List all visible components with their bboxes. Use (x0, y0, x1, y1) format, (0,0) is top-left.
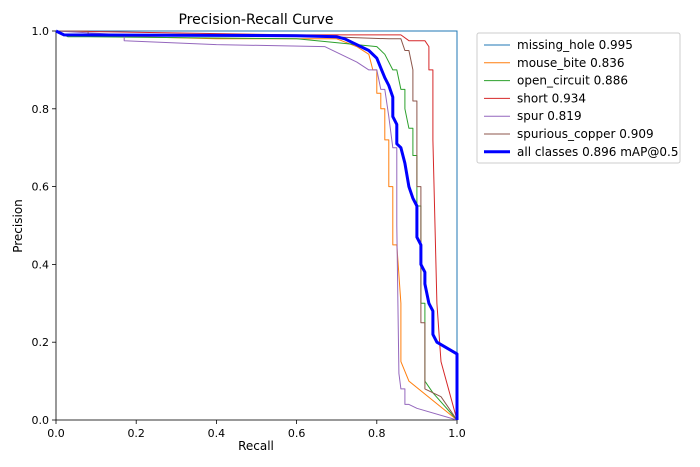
y-tick-label: 0.8 (32, 103, 50, 116)
series-group (55, 29, 459, 421)
legend-label: mouse_bite 0.836 (517, 56, 624, 70)
legend-label: short 0.934 (517, 91, 586, 105)
legend-label: missing_hole 0.995 (517, 38, 633, 52)
series-line-all (55, 29, 459, 420)
legend-label: spurious_copper 0.909 (517, 127, 654, 141)
x-tick-label: 0.2 (127, 427, 145, 440)
y-tick-label: 0.4 (32, 258, 50, 271)
y-tick-label: 1.0 (32, 25, 50, 38)
legend-label: open_circuit 0.886 (517, 74, 628, 88)
y-tick-label: 0.2 (32, 336, 50, 349)
legend-frame (476, 32, 681, 164)
legend: missing_hole 0.995 mouse_bite 0.836 open_c… (476, 32, 681, 164)
y-tick-label: 0.6 (32, 181, 50, 194)
y-tick-label: 0.0 (32, 414, 50, 427)
legend-items: missing_hole 0.995 mouse_bite 0.836 open_c… (484, 38, 678, 159)
x-axis: 0.0 0.2 0.4 0.6 0.8 1.0 (47, 420, 466, 440)
plot-area (55, 29, 459, 421)
x-tick-label: 1.0 (448, 427, 466, 440)
legend-label: spur 0.819 (517, 109, 582, 123)
series-line-missing-hole (56, 30, 458, 420)
x-tick-label: 0.6 (288, 427, 306, 440)
series-line-mouse-bite (55, 30, 458, 421)
legend-label: all classes 0.896 mAP@0.5 (517, 145, 678, 159)
chart-title: Precision-Recall Curve (178, 12, 333, 28)
series-line-short (55, 30, 458, 421)
series-line-spur (55, 30, 458, 421)
x-tick-label: 0.0 (47, 427, 65, 440)
series-line-open-circuit (55, 30, 458, 421)
x-tick-label: 0.4 (208, 427, 226, 440)
y-axis: 0.0 0.2 0.4 0.6 0.8 1.0 (32, 25, 56, 427)
y-axis-label: Precision (11, 199, 25, 253)
x-axis-label: Recall (238, 439, 274, 453)
x-tick-label: 0.8 (368, 427, 386, 440)
